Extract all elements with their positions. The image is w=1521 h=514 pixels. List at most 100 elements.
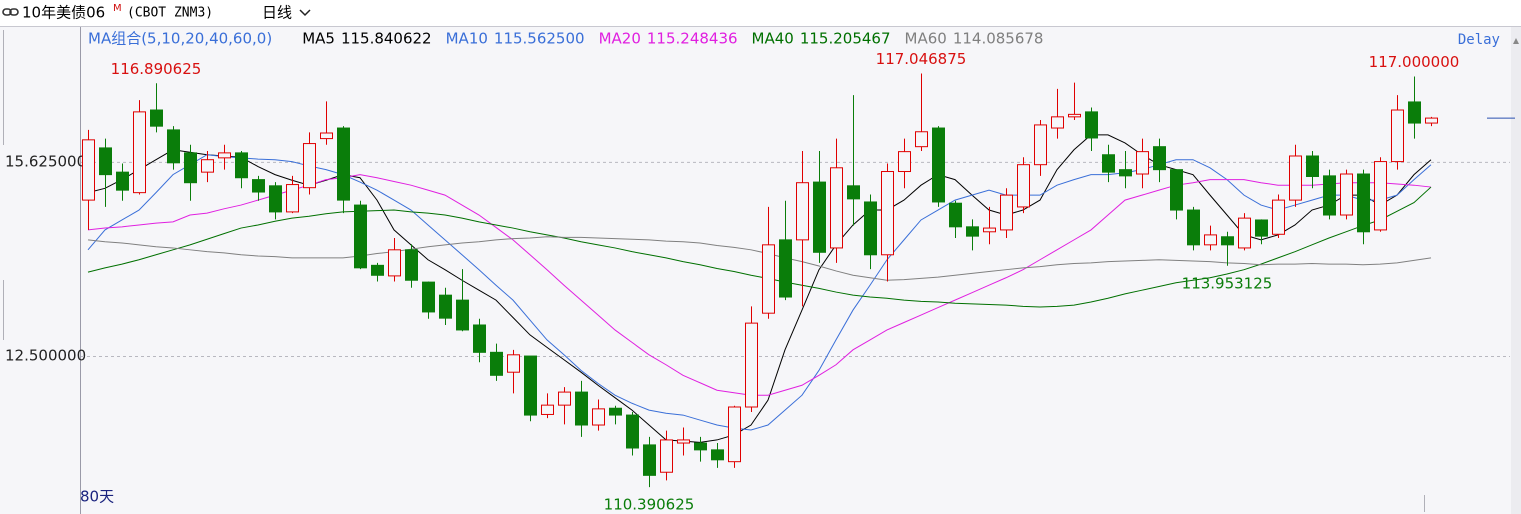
candle-body <box>524 355 537 416</box>
candle-body <box>983 227 996 233</box>
period-selector[interactable]: 日线 <box>262 4 292 22</box>
candle-body <box>1102 154 1115 173</box>
candle-body <box>949 202 962 228</box>
scrollbar[interactable] <box>1511 27 1521 514</box>
high-annotation: 117.000000 <box>1369 53 1460 71</box>
candle-body <box>1391 109 1404 163</box>
candle-body <box>711 449 724 461</box>
candle-body <box>830 167 843 249</box>
ma-line <box>87 236 1432 281</box>
candle-body <box>1136 151 1149 175</box>
candle-body <box>1051 116 1064 129</box>
candle-body <box>303 143 316 189</box>
status: Delay <box>1458 32 1500 48</box>
y-tick-label: 15.625000 <box>5 152 86 170</box>
candle-body <box>762 244 775 314</box>
candle-body <box>1306 155 1319 177</box>
high-annotation: 116.890625 <box>111 60 202 78</box>
legend-name: MA10 <box>446 30 488 48</box>
link-icon <box>2 8 19 16</box>
candle-body <box>354 204 367 269</box>
candle-body <box>1323 175 1336 216</box>
candle-body <box>1357 173 1370 233</box>
title-superscript: M <box>113 3 122 14</box>
candle-body <box>745 322 758 408</box>
legend-value: 114.085678 <box>953 30 1044 48</box>
candle-body <box>422 281 435 313</box>
candle-body <box>966 226 979 237</box>
candle-body <box>796 182 809 241</box>
low-annotation: 113.953125 <box>1182 274 1273 292</box>
candle-body <box>728 406 741 463</box>
candle-body <box>898 151 911 173</box>
candle-body <box>1187 209 1200 246</box>
candle-body <box>1221 236 1234 246</box>
legend-value: 115.205467 <box>800 30 891 48</box>
high-annotation: 117.046875 <box>876 50 967 68</box>
candle-body <box>184 152 197 184</box>
candle-body <box>99 147 112 176</box>
candle-body <box>1068 113 1081 118</box>
candle-body <box>1204 234 1217 246</box>
candle-body <box>405 249 418 281</box>
candle-body <box>167 129 180 164</box>
ma-line <box>87 186 1432 308</box>
ma-group[interactable]: MA组合(5,10,20,40,60,0) <box>88 30 272 48</box>
candle-body <box>150 109 163 127</box>
candle-body <box>116 171 129 191</box>
legend-name: MA5 <box>302 30 335 48</box>
candle-body <box>252 179 265 193</box>
candle-body <box>1408 101 1421 124</box>
candle-body <box>1119 169 1132 177</box>
candle-body <box>1425 117 1438 124</box>
candle-body <box>779 239 792 298</box>
candle-body <box>1272 199 1285 235</box>
candle-body <box>320 132 333 140</box>
low-annotation: 110.390625 <box>604 496 695 514</box>
candle-body <box>1238 217 1251 249</box>
candle-body <box>1170 169 1183 211</box>
legend-value: 115.248436 <box>647 30 738 48</box>
candle-body <box>1289 155 1302 201</box>
candle-body <box>235 152 248 179</box>
candle-body <box>1153 146 1166 171</box>
toolbar <box>0 0 1521 26</box>
legend-name: MA40 <box>752 30 794 48</box>
candle-body <box>371 264 384 276</box>
legend-name: MA20 <box>599 30 641 48</box>
candle-body <box>473 324 486 353</box>
candle-body <box>694 442 707 451</box>
candle-body <box>218 152 231 159</box>
candle-body <box>932 127 945 203</box>
period-chevron[interactable] <box>299 9 311 17</box>
scroll-arrow[interactable] <box>1513 38 1519 44</box>
candle-body <box>847 185 860 200</box>
candle-body <box>269 185 282 213</box>
candle-body <box>915 131 928 148</box>
candle-body <box>813 181 826 253</box>
candle-body <box>1085 111 1098 139</box>
span-label: 80天 <box>80 488 114 506</box>
candle-body <box>1034 124 1047 166</box>
candle-body <box>643 444 656 476</box>
candle-body <box>337 127 350 201</box>
candle-body <box>1255 219 1268 237</box>
candle-body <box>82 139 95 201</box>
candle-body <box>864 201 877 256</box>
candle-body <box>609 407 622 416</box>
y-tick-label: 12.500000 <box>5 347 86 365</box>
candle-body <box>1374 161 1387 231</box>
legend-value: 115.840622 <box>341 30 432 48</box>
candle-body <box>1000 194 1013 231</box>
candle-body <box>626 414 639 449</box>
candle-body <box>201 159 214 173</box>
candle-body <box>592 408 605 426</box>
candle-body <box>133 111 146 194</box>
candle-body <box>541 404 554 415</box>
candle-body <box>439 294 452 319</box>
candle-body <box>490 351 503 376</box>
candle-body <box>881 171 894 256</box>
